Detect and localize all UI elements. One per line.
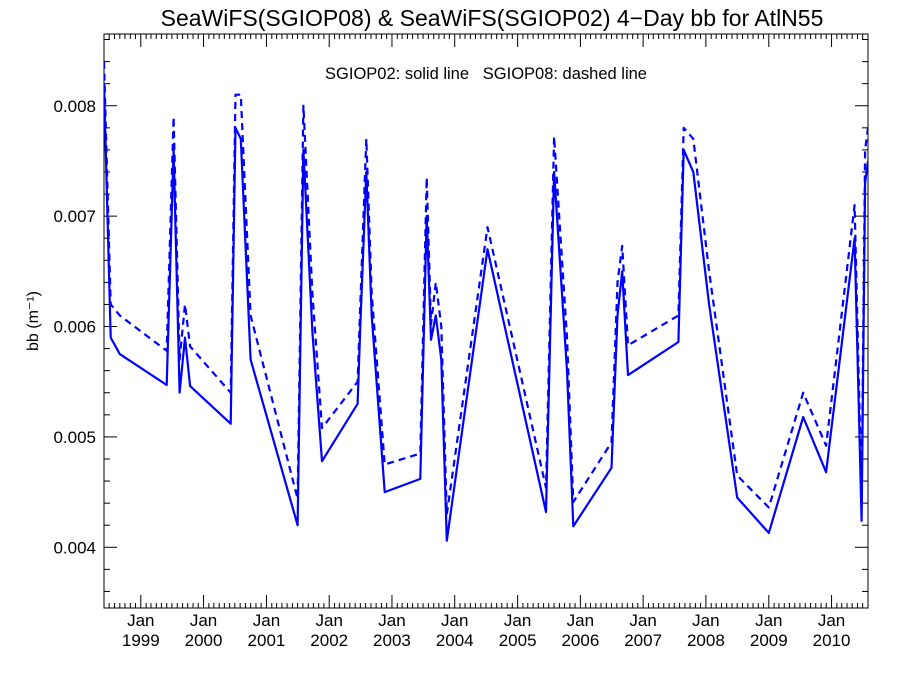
y-axis-label: bb (m⁻¹) xyxy=(25,291,42,351)
x-tick-month-label: Jan xyxy=(818,611,845,630)
chart-title: SeaWiFS(SGIOP08) & SeaWiFS(SGIOP02) 4−Da… xyxy=(161,5,824,31)
x-tick-month-label: Jan xyxy=(316,611,343,630)
x-tick-year-label: 2000 xyxy=(185,631,223,650)
x-tick-year-label: 2007 xyxy=(624,631,662,650)
y-tick-label: 0.004 xyxy=(53,538,96,557)
series-lines xyxy=(104,61,868,542)
y-tick-label: 0.006 xyxy=(53,318,96,337)
chart-annotation: SGIOP02: solid line SGIOP08: dashed line xyxy=(325,65,647,83)
x-tick-year-label: 1999 xyxy=(122,631,160,650)
y-tick-label: 0.008 xyxy=(53,97,96,116)
x-tick-year-label: 2008 xyxy=(687,631,725,650)
x-tick-month-label: Jan xyxy=(441,611,468,630)
x-tick-year-label: 2005 xyxy=(499,631,537,650)
series-line-sgiop02 xyxy=(104,83,868,542)
plot-frame xyxy=(103,33,869,609)
axis-ticks: 0.0040.0050.0060.0070.008Jan1999Jan2000J… xyxy=(53,34,869,650)
x-tick-month-label: Jan xyxy=(629,611,656,630)
x-tick-month-label: Jan xyxy=(755,611,782,630)
x-tick-year-label: 2006 xyxy=(561,631,599,650)
x-tick-month-label: Jan xyxy=(378,611,405,630)
y-tick-label: 0.005 xyxy=(53,428,96,447)
x-tick-year-label: 2010 xyxy=(813,631,851,650)
x-tick-year-label: 2009 xyxy=(750,631,788,650)
y-tick-label: 0.007 xyxy=(53,207,96,226)
x-tick-year-label: 2001 xyxy=(248,631,286,650)
x-tick-month-label: Jan xyxy=(504,611,531,630)
x-tick-month-label: Jan xyxy=(253,611,280,630)
x-tick-month-label: Jan xyxy=(692,611,719,630)
x-tick-month-label: Jan xyxy=(567,611,594,630)
series-line-sgiop08 xyxy=(104,61,868,516)
x-tick-month-label: Jan xyxy=(190,611,217,630)
x-tick-month-label: Jan xyxy=(127,611,154,630)
x-tick-year-label: 2002 xyxy=(310,631,348,650)
x-tick-year-label: 2004 xyxy=(436,631,474,650)
x-tick-year-label: 2003 xyxy=(373,631,411,650)
